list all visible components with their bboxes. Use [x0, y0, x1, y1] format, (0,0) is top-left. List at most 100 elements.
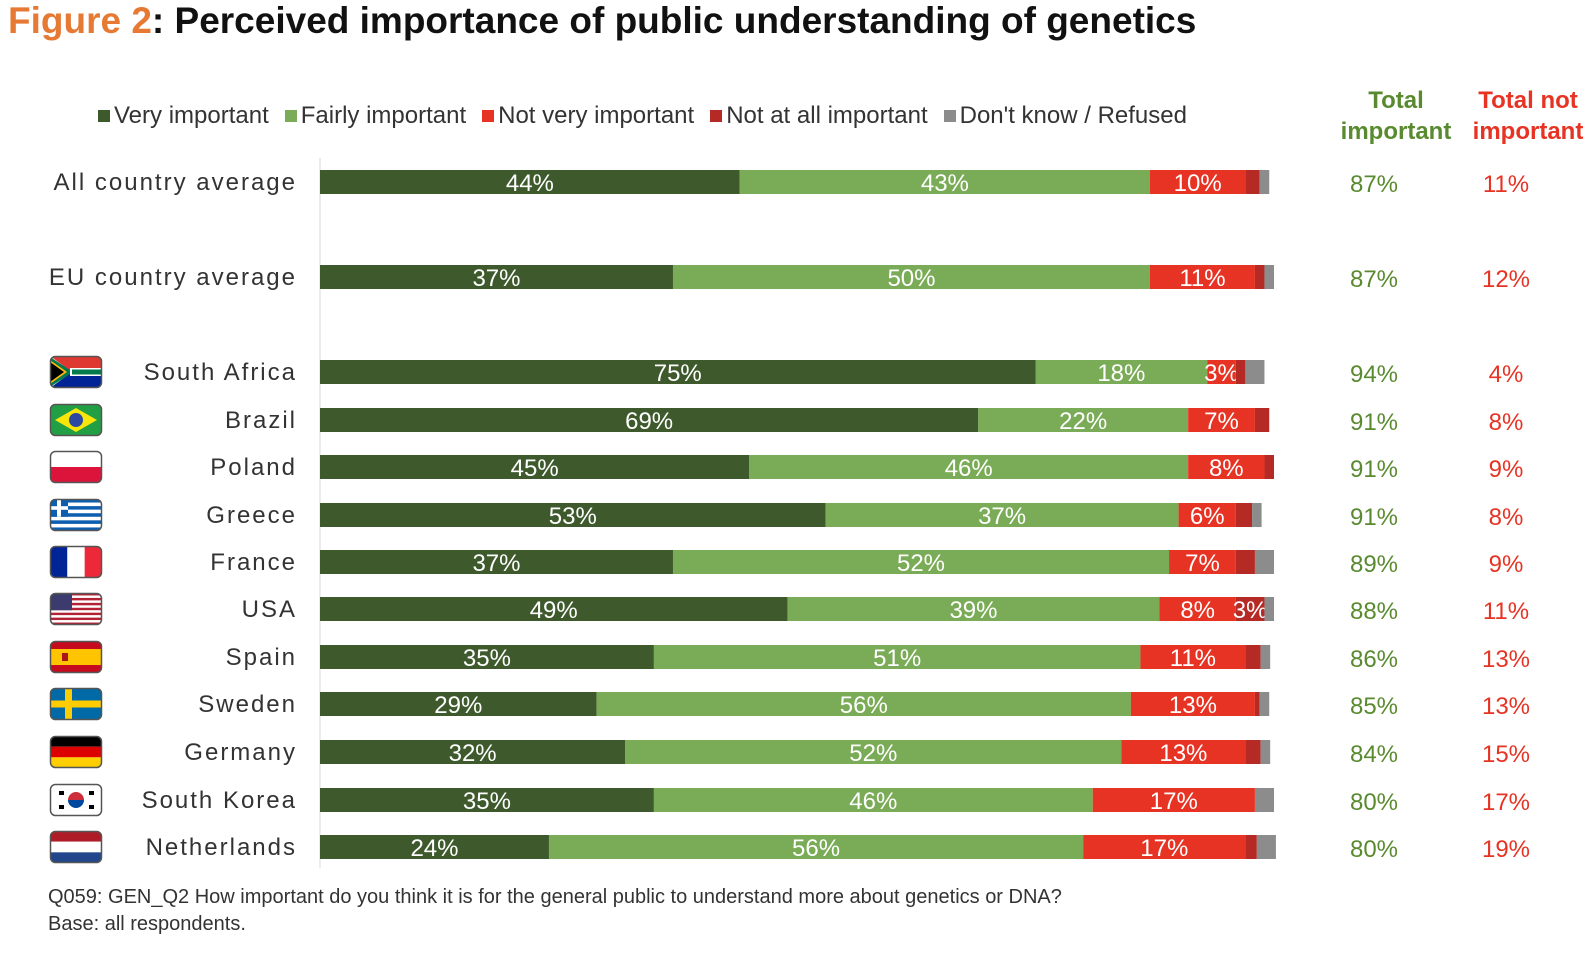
- data-label: 37%: [472, 550, 520, 577]
- bar-don-t-know-refused: [1260, 645, 1271, 669]
- total-not-important-value: 17%: [1482, 789, 1530, 816]
- data-label: 3%: [1233, 597, 1268, 624]
- bar-don-t-know-refused: [1260, 740, 1271, 764]
- bar-not-very-important: [1092, 788, 1255, 812]
- total-not-important-value: 9%: [1489, 551, 1524, 578]
- total-important-value: 91%: [1350, 409, 1398, 436]
- total-important-value: 88%: [1350, 598, 1398, 625]
- bar-not-at-all-important: [1264, 455, 1274, 479]
- data-label: 51%: [873, 645, 921, 672]
- bar-don-t-know-refused: [1254, 550, 1274, 574]
- bar-fairly-important: [825, 503, 1179, 527]
- legend: Very important Fairly important Not very i…: [98, 98, 1203, 134]
- france-flag-icon: [49, 545, 103, 579]
- bar-not-at-all-important: [1235, 550, 1255, 574]
- data-label: 6%: [1190, 503, 1225, 530]
- spain-flag-icon: [49, 640, 103, 674]
- bar-not-very-important: [1188, 455, 1265, 479]
- bar-fairly-important: [978, 408, 1189, 432]
- data-label: 8%: [1180, 597, 1215, 624]
- data-label: 46%: [945, 455, 993, 482]
- bar-fairly-important: [1035, 360, 1208, 384]
- greece-flag-icon: [49, 498, 103, 532]
- bar-don-t-know-refused: [1245, 360, 1265, 384]
- bar-very-important: [320, 645, 654, 669]
- footnote-question: Q059: GEN_Q2 How important do you think …: [48, 886, 1062, 908]
- footnote: Q059: GEN_Q2 How important do you think …: [48, 884, 1062, 938]
- category-label: Poland: [210, 454, 297, 481]
- bar-not-very-important: [1178, 503, 1236, 527]
- data-label: 52%: [897, 550, 945, 577]
- south-africa-flag-icon: [49, 355, 103, 389]
- brazil-flag-icon: [49, 403, 103, 437]
- south-korea-flag-icon: [49, 783, 103, 817]
- total-not-important-value: 15%: [1482, 741, 1530, 768]
- legend-swatch: [943, 110, 956, 122]
- data-label: 32%: [449, 740, 497, 767]
- bar-not-very-important: [1159, 597, 1236, 621]
- data-label: 17%: [1140, 835, 1188, 862]
- bar-not-very-important: [1188, 408, 1255, 432]
- bar-not-at-all-important: [1254, 408, 1270, 432]
- bar-not-at-all-important: [1254, 265, 1265, 289]
- bar-not-very-important: [1149, 170, 1246, 194]
- legend-swatch: [710, 110, 723, 122]
- bar-not-at-all-important: [1245, 645, 1261, 669]
- legend-swatch: [284, 110, 297, 122]
- netherlands-flag-icon: [49, 830, 103, 864]
- data-label: 29%: [434, 692, 482, 719]
- bar-very-important: [320, 740, 626, 764]
- bar-very-important: [320, 408, 979, 432]
- legend-swatch: [98, 110, 110, 122]
- bar-not-at-all-important: [1235, 503, 1253, 527]
- total-important-value: 94%: [1350, 361, 1398, 388]
- category-label: France: [210, 549, 297, 576]
- legend-item-not-at-all-important: Not at all important: [710, 102, 928, 130]
- category-label: Netherlands: [146, 834, 297, 861]
- data-label: 52%: [849, 740, 897, 767]
- data-label: 37%: [978, 503, 1026, 530]
- bar-not-very-important: [1083, 835, 1246, 859]
- bar-fairly-important: [672, 265, 1150, 289]
- total-not-important-value: 11%: [1483, 171, 1529, 198]
- legend-label: Fairly important: [300, 102, 467, 129]
- bar-don-t-know-refused: [1264, 597, 1274, 621]
- total-not-important-value: 19%: [1482, 836, 1530, 863]
- legend-item-fairly-important: Fairly important: [284, 102, 467, 130]
- stacked-bar-chart: All country average 44% 43% 10% 87% 11% EU cou…: [49, 158, 1530, 868]
- data-label: 69%: [625, 408, 673, 435]
- bar-don-t-know-refused: [1264, 265, 1274, 289]
- category-label: Brazil: [225, 407, 297, 434]
- bar-don-t-know-refused: [1256, 835, 1276, 859]
- category-label: Sweden: [198, 691, 297, 718]
- sweden-flag-icon: [49, 687, 103, 721]
- total-not-important-value: 13%: [1482, 693, 1530, 720]
- bar-don-t-know-refused: [1259, 692, 1270, 716]
- data-label: 49%: [530, 597, 578, 624]
- data-label: 18%: [1097, 360, 1145, 387]
- bar-not-very-important: [1140, 645, 1246, 669]
- data-label: 7%: [1204, 408, 1239, 435]
- legend-label: Not at all important: [726, 102, 928, 129]
- total-important-value: 87%: [1350, 266, 1398, 293]
- bar-not-very-important: [1149, 265, 1255, 289]
- category-label: Spain: [226, 644, 297, 671]
- data-label: 13%: [1169, 692, 1217, 719]
- bar-fairly-important: [739, 170, 1150, 194]
- data-label: 56%: [840, 692, 888, 719]
- bar-very-important: [320, 550, 673, 574]
- bar-fairly-important: [672, 550, 1170, 574]
- total-important-value: 87%: [1350, 171, 1398, 198]
- bar-not-very-important: [1207, 360, 1236, 384]
- total-not-important-value: 13%: [1482, 646, 1530, 673]
- bar-not-very-important: [1130, 692, 1255, 716]
- legend-item-not-very-important: Not very important: [482, 102, 694, 130]
- poland-flag-icon: [49, 450, 103, 484]
- data-label: 39%: [949, 597, 997, 624]
- legend-label: Don't know / Refused: [959, 102, 1187, 129]
- data-label: 53%: [549, 503, 597, 530]
- legend-label: Very important: [114, 102, 269, 129]
- total-important-value: 85%: [1350, 693, 1398, 720]
- total-important-header: Total important: [1340, 87, 1452, 145]
- category-label: South Africa: [144, 359, 297, 386]
